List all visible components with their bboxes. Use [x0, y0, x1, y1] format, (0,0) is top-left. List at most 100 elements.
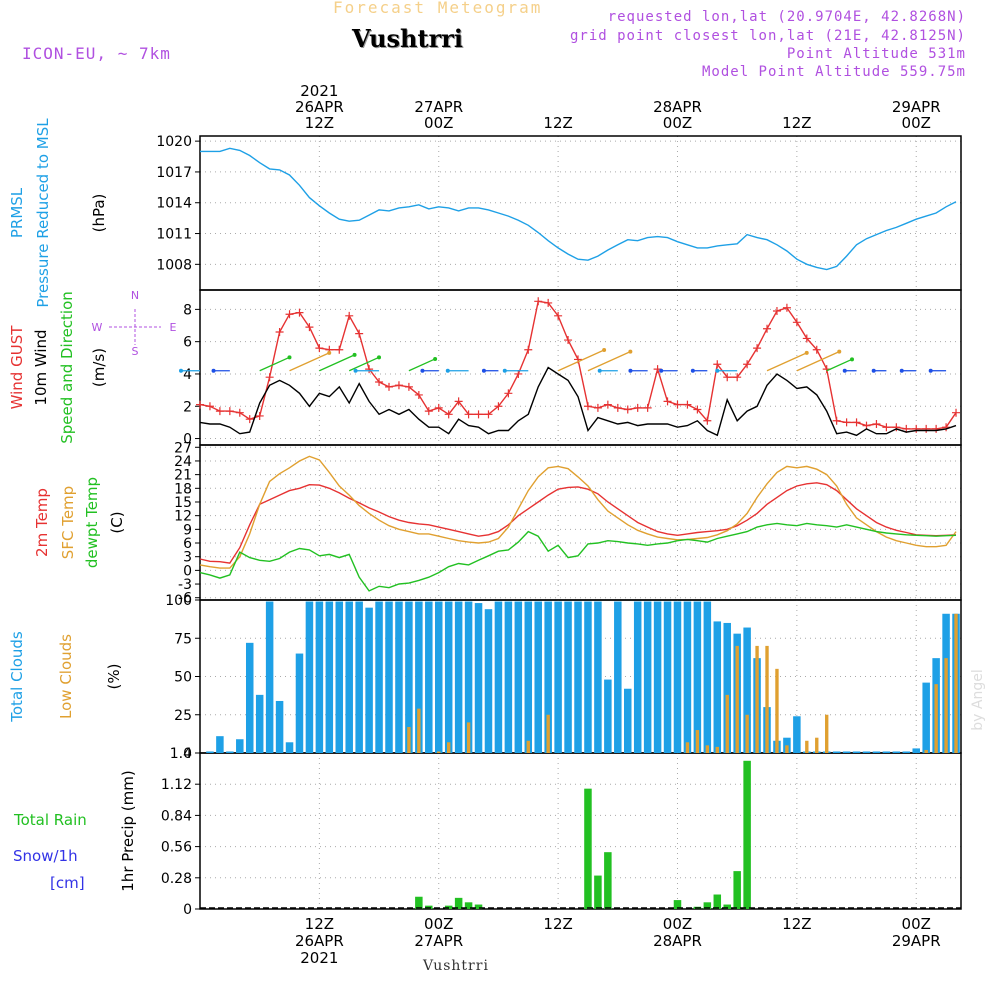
gust-marker [424, 407, 433, 416]
bar-low-clouds [944, 658, 948, 753]
wind-vector-head [804, 350, 809, 355]
gust-marker [504, 389, 513, 398]
gust-marker [713, 360, 722, 369]
bar-total-rain [673, 900, 682, 909]
bar-low-clouds [755, 645, 759, 753]
bottom-time-label: 12Z [543, 915, 572, 933]
panel-label: Wind GUST [8, 325, 26, 410]
watermark: by Angel [970, 669, 986, 730]
y-tick-label: 0 [183, 432, 192, 448]
gust-marker [743, 360, 752, 369]
bar-total-clouds [892, 751, 901, 753]
y-tick-label: 1020 [156, 134, 192, 150]
y-tick-label: 18 [174, 481, 192, 497]
gust-marker [444, 410, 453, 419]
bar-total-rain [464, 902, 473, 909]
bar-total-clouds [325, 601, 334, 753]
bar-total-clouds [295, 653, 304, 753]
top-time-label: 00Z [663, 114, 692, 132]
gust-marker [484, 410, 493, 419]
y-tick-label: 6 [183, 335, 192, 351]
gust-marker [534, 297, 543, 306]
bar-total-clouds [594, 601, 602, 753]
bar-total-clouds [793, 716, 801, 753]
gust-marker [245, 415, 254, 424]
gust-marker [703, 416, 712, 425]
wind-vector-head [871, 368, 876, 373]
gust-marker [882, 423, 891, 432]
gust-marker [454, 397, 463, 406]
wind-vector-head [837, 349, 842, 354]
y-tick-label: 100 [165, 593, 192, 609]
y-tick-label: 8 [183, 302, 192, 318]
gust-marker [583, 402, 592, 411]
gust-marker [802, 334, 811, 343]
gust-marker [673, 400, 682, 409]
series-dewpt-temp [199, 522, 957, 592]
gust-marker [852, 418, 861, 427]
panel-label: 10m Wind [32, 329, 50, 405]
wind-vector-head [628, 368, 633, 373]
gust-marker [912, 424, 921, 433]
gust-marker [275, 327, 284, 336]
bottom-time-label: 26APR [295, 932, 344, 950]
bar-total-clouds [922, 682, 930, 753]
bar-low-clouds [466, 722, 471, 753]
bar-total-clouds [226, 751, 234, 753]
gust-marker [633, 403, 642, 412]
gust-marker [196, 400, 204, 409]
panel-label: (m/s) [90, 348, 108, 387]
wind-vector-head [850, 357, 855, 362]
wind-vector [348, 356, 380, 372]
bottom-time-label: 00Z [424, 915, 453, 933]
bar-total-rain [604, 852, 612, 909]
point-altitude: Point Altitude 531m [786, 46, 966, 62]
bar-total-rain [594, 875, 602, 909]
wind-vector-head [420, 368, 425, 373]
bar-low-clouds [695, 730, 700, 753]
top-time-label: 12Z [305, 114, 334, 132]
panel-label: 2m Temp [33, 488, 51, 557]
wind-vector-head [659, 368, 664, 373]
wind-vector [408, 358, 436, 372]
bar-total-clouds [245, 642, 254, 753]
panel-pressure: 1008 1011 1014 1017 1020 [156, 134, 962, 291]
compass-s: S [132, 345, 139, 358]
gust-marker [753, 344, 762, 353]
wind-vector [319, 354, 355, 372]
y-tick-label: 1014 [156, 196, 192, 212]
bar-total-rain [713, 894, 722, 909]
closest-coords: grid point closest lon,lat (21E, 42.8125… [569, 28, 966, 44]
top-time-label: 26APR [295, 98, 344, 116]
bar-low-clouds [825, 714, 829, 753]
y-tick-label: 24 [174, 454, 192, 470]
gust-marker [524, 345, 533, 354]
bar-low-clouds [924, 749, 928, 753]
gust-marker [345, 311, 354, 320]
bar-low-clouds [745, 714, 749, 753]
wind-vector [289, 352, 330, 372]
bar-low-clouds [705, 745, 710, 753]
bar-total-clouds [544, 601, 552, 753]
y-tick-label: 50 [174, 670, 192, 686]
bar-total-clouds [564, 601, 572, 753]
series-2m-temp [199, 482, 957, 564]
bottom-time-label: 2021 [300, 949, 338, 967]
wind-vector [826, 358, 853, 372]
bar-total-clouds [315, 601, 324, 753]
gust-marker [464, 410, 473, 419]
wind-vector [557, 349, 605, 372]
wind-vector-head [327, 350, 332, 355]
bar-total-clouds [683, 601, 692, 753]
panel-frame [199, 444, 962, 601]
bar-low-clouds [715, 746, 719, 753]
bar-total-clouds [723, 622, 731, 753]
wind-vector-head [715, 368, 720, 373]
panel-label: dewpt Temp [83, 477, 101, 568]
bar-total-clouds [265, 601, 274, 753]
gust-marker [683, 400, 692, 409]
gust-marker [613, 403, 622, 412]
gust-marker [733, 373, 742, 382]
bar-total-clouds [454, 601, 463, 753]
panel-label: Total Clouds [8, 631, 26, 723]
